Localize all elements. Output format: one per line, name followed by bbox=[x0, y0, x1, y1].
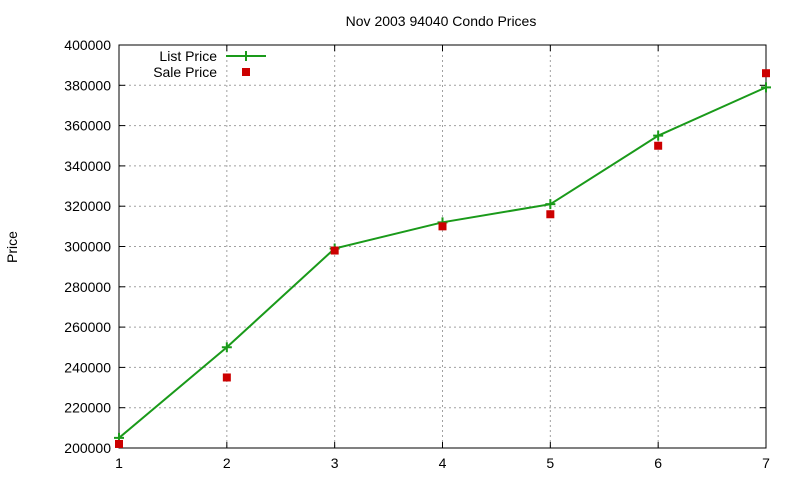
y-tick-label: 260000 bbox=[64, 319, 111, 335]
x-tick-label: 3 bbox=[331, 455, 339, 471]
list-price-point bbox=[545, 199, 556, 210]
y-tick-label: 240000 bbox=[64, 359, 111, 375]
y-tick-label: 360000 bbox=[64, 118, 111, 134]
sale-price-point bbox=[222, 373, 231, 382]
sale-price-point bbox=[762, 69, 770, 78]
legend-label: List Price bbox=[159, 48, 217, 64]
y-tick-label: 320000 bbox=[64, 198, 111, 214]
sale-price-point bbox=[654, 141, 663, 150]
legend-label: Sale Price bbox=[153, 64, 217, 80]
list-price-point bbox=[653, 130, 664, 141]
y-tick-label: 400000 bbox=[64, 37, 111, 53]
list-price-point bbox=[761, 82, 771, 93]
x-tick-label: 7 bbox=[762, 455, 770, 471]
axis-ticks: 200000 220000 240000 260000 280000 300000 3200… bbox=[64, 37, 770, 471]
sale-price-point bbox=[438, 222, 447, 231]
x-tick-label: 1 bbox=[115, 455, 123, 471]
y-tick-label: 280000 bbox=[64, 279, 111, 295]
legend-swatch-marker bbox=[242, 68, 250, 76]
chart-title: Nov 2003 94040 Condo Prices bbox=[346, 13, 537, 29]
y-axis-label: Price bbox=[4, 231, 20, 263]
legend-swatch-marker bbox=[241, 51, 251, 61]
gridlines bbox=[119, 45, 766, 448]
y-tick-label: 220000 bbox=[64, 400, 111, 416]
y-tick-label: 300000 bbox=[64, 239, 111, 255]
y-tick-label: 340000 bbox=[64, 158, 111, 174]
sale-price-point bbox=[115, 439, 123, 448]
sale-price-point bbox=[546, 210, 555, 219]
y-tick-label: 200000 bbox=[64, 440, 111, 456]
y-tick-label: 380000 bbox=[64, 77, 111, 93]
x-tick-label: 2 bbox=[223, 455, 231, 471]
list-price-point bbox=[221, 342, 232, 353]
sale-price-point bbox=[330, 246, 339, 255]
x-tick-label: 4 bbox=[439, 455, 447, 471]
x-tick-label: 5 bbox=[546, 455, 554, 471]
x-tick-label: 6 bbox=[654, 455, 662, 471]
series-layer bbox=[114, 69, 771, 448]
